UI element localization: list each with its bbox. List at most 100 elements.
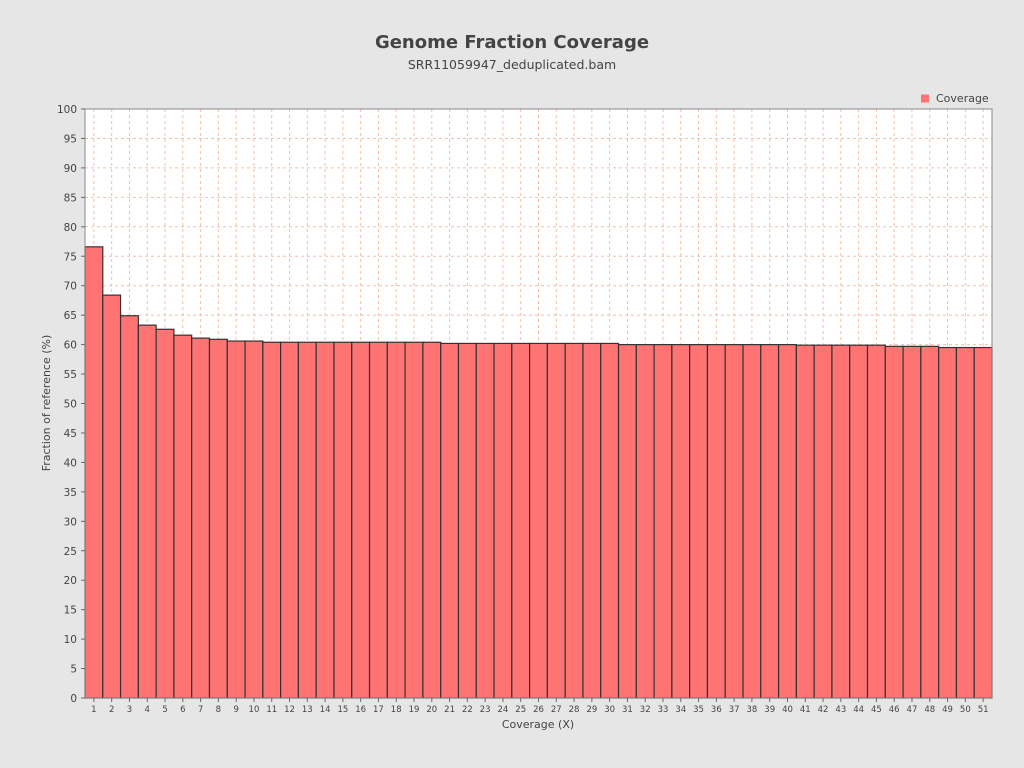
- x-tick-label: 12: [284, 705, 295, 715]
- x-tick-label: 10: [249, 705, 260, 715]
- chart-subtitle: SRR11059947_deduplicated.bam: [408, 57, 616, 72]
- y-tick-label: 60: [64, 340, 77, 352]
- x-tick-label: 22: [462, 705, 473, 715]
- bar-3: [119, 315, 139, 699]
- bar-47: [902, 345, 922, 699]
- bar-43: [831, 344, 851, 699]
- bar-9: [226, 340, 246, 699]
- x-tick-label: 8: [216, 705, 221, 715]
- bar-15: [333, 341, 353, 699]
- bar-37: [724, 344, 744, 699]
- bar-23: [475, 342, 495, 699]
- x-axis-label: Coverage (X): [502, 718, 574, 731]
- y-tick-label: 65: [64, 310, 77, 322]
- x-tick-label: 14: [320, 705, 331, 715]
- bar-30: [600, 342, 620, 699]
- chart-title: Genome Fraction Coverage: [375, 32, 649, 53]
- x-tick-label: 33: [658, 705, 669, 715]
- x-tick-label: 29: [586, 705, 597, 715]
- x-tick-label: 9: [233, 705, 238, 715]
- x-tick-label: 21: [444, 705, 455, 715]
- bar-18: [386, 341, 406, 699]
- x-tick-label: 31: [622, 705, 633, 715]
- bar-29: [582, 342, 602, 699]
- x-tick-label: 49: [942, 705, 953, 715]
- bar-12: [280, 341, 300, 699]
- bar-31: [617, 344, 637, 699]
- y-tick-label: 70: [64, 281, 77, 293]
- legend-label-coverage: Coverage: [936, 92, 989, 105]
- y-tick-label: 15: [64, 605, 77, 617]
- x-tick-label: 34: [675, 705, 686, 715]
- bar-11: [262, 341, 282, 699]
- x-tick-label: 4: [145, 705, 150, 715]
- x-tick-label: 26: [533, 705, 544, 715]
- bar-26: [529, 342, 548, 699]
- x-tick-label: 44: [853, 705, 864, 715]
- x-tick-label: 11: [266, 705, 277, 715]
- bar-14: [315, 341, 335, 699]
- bar-17: [368, 341, 388, 699]
- bar-36: [706, 344, 726, 699]
- bar-33: [653, 344, 673, 699]
- x-tick-label: 13: [302, 705, 313, 715]
- x-tick-label: 24: [498, 705, 509, 715]
- x-tick-label: 39: [764, 705, 775, 715]
- x-tick-label: 6: [180, 705, 185, 715]
- y-tick-label: 95: [64, 133, 77, 145]
- x-tick-label: 45: [871, 705, 882, 715]
- bar-49: [938, 346, 958, 699]
- x-tick-label: 7: [198, 705, 203, 715]
- x-tick-label: 2: [109, 705, 114, 715]
- bar-34: [671, 344, 691, 699]
- x-tick-label: 35: [693, 705, 704, 715]
- bar-39: [760, 344, 780, 699]
- bar-20: [422, 341, 442, 699]
- x-tick-label: 20: [426, 705, 437, 715]
- bar-21: [440, 342, 460, 699]
- x-tick-label: 1: [91, 705, 96, 715]
- y-tick-label: 40: [64, 457, 77, 469]
- x-tick-label: 41: [800, 705, 811, 715]
- x-tick-label: 15: [337, 705, 348, 715]
- y-tick-label: 100: [57, 104, 77, 116]
- bar-24: [493, 342, 513, 699]
- x-tick-label: 51: [978, 705, 989, 715]
- bar-28: [564, 342, 584, 699]
- bar-5: [155, 328, 175, 699]
- x-tick-label: 43: [835, 705, 846, 715]
- y-axis-ticks: 0 5 10 15 20 25 30 35 40 45 50 55 60 65 70 75 80 85 90 95 10…: [57, 104, 85, 705]
- y-tick-label: 30: [64, 516, 77, 528]
- bar-40: [777, 344, 797, 699]
- y-tick-label: 10: [64, 634, 77, 646]
- x-tick-label: 5: [162, 705, 167, 715]
- y-tick-label: 55: [64, 369, 77, 381]
- x-tick-label: 28: [569, 705, 580, 715]
- y-tick-label: 85: [64, 192, 77, 204]
- x-tick-label: 25: [515, 705, 526, 715]
- bar-8: [208, 338, 228, 699]
- x-tick-label: 48: [924, 705, 935, 715]
- y-tick-label: 35: [64, 487, 77, 499]
- bar-41: [795, 344, 815, 699]
- bar-25: [511, 342, 531, 699]
- y-tick-label: 80: [64, 222, 77, 234]
- bar-22: [457, 342, 477, 699]
- bar-7: [191, 337, 211, 699]
- bar-42: [813, 344, 833, 699]
- y-tick-label: 20: [64, 575, 77, 587]
- x-tick-label: 30: [604, 705, 615, 715]
- y-tick-label: 75: [64, 251, 77, 263]
- x-tick-label: 17: [373, 705, 384, 715]
- bar-16: [351, 341, 371, 699]
- bar-50: [955, 346, 975, 699]
- bar-48: [920, 345, 940, 699]
- x-tick-label: 32: [640, 705, 651, 715]
- x-tick-label: 50: [960, 705, 971, 715]
- bar-19: [404, 341, 424, 699]
- x-tick-label: 37: [729, 705, 740, 715]
- bar-46: [884, 345, 904, 699]
- bar-45: [866, 344, 886, 699]
- legend: Coverage: [921, 92, 989, 105]
